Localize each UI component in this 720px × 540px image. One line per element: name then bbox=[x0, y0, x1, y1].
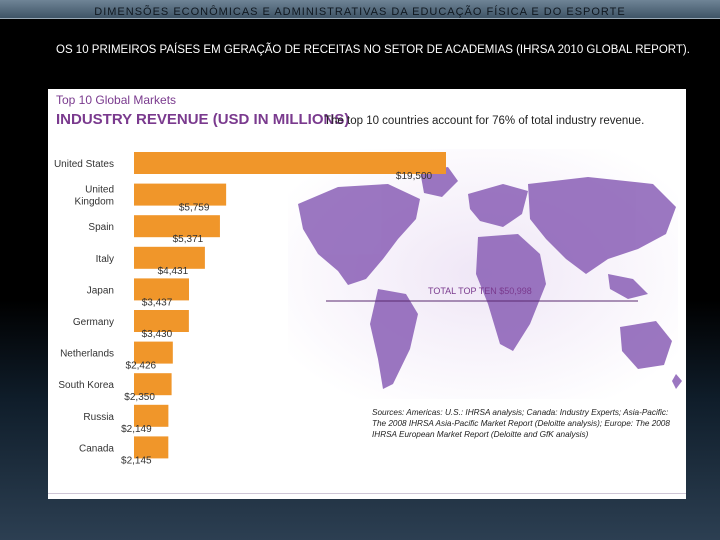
europe-shape bbox=[468, 184, 528, 227]
bar bbox=[134, 404, 169, 427]
south-america-shape bbox=[370, 289, 418, 389]
bar bbox=[134, 246, 205, 269]
slide-subtitle: OS 10 PRIMEIROS PAÍSES EM GERAÇÃO DE REC… bbox=[56, 44, 690, 56]
asia-shape bbox=[528, 177, 676, 274]
category-label: Canada bbox=[79, 443, 114, 454]
chart-note: The top 10 countries account for 76% of … bbox=[324, 115, 645, 127]
greenland-shape bbox=[420, 167, 458, 197]
australia-shape bbox=[620, 321, 672, 369]
bar bbox=[134, 152, 446, 174]
bar bbox=[134, 183, 227, 206]
category-label: Spain bbox=[88, 222, 114, 233]
africa-shape bbox=[476, 234, 546, 351]
north-america-shape bbox=[298, 184, 420, 285]
chart-title-small: Top 10 Global Markets bbox=[56, 93, 177, 107]
chart-panel: Top 10 Global Markets INDUSTRY REVENUE (… bbox=[48, 89, 686, 499]
bar-value-label: $5,371 bbox=[173, 234, 204, 245]
slide-header-title: DIMENSÕES ECONÔMICAS E ADMINISTRATIVAS D… bbox=[94, 6, 626, 18]
sources-note: Sources: Americas: U.S.: IHRSA analysis;… bbox=[372, 408, 670, 439]
bar bbox=[134, 341, 173, 364]
continents bbox=[298, 167, 682, 389]
total-label: TOTAL TOP TEN $50,998 bbox=[428, 286, 532, 296]
category-label: United Kingdom bbox=[75, 185, 114, 208]
bar bbox=[134, 310, 189, 332]
panel-bottom-divider bbox=[48, 493, 686, 494]
bar-value-label: $4,431 bbox=[158, 266, 189, 277]
bar bbox=[134, 215, 220, 238]
category-label: United States bbox=[54, 159, 114, 170]
bar bbox=[134, 278, 189, 301]
southeast-asia-shape bbox=[608, 274, 648, 299]
category-label: Netherlands bbox=[60, 349, 114, 360]
category-label: Germany bbox=[73, 317, 114, 328]
bar bbox=[134, 373, 172, 396]
new-zealand-shape bbox=[672, 374, 682, 389]
world-map-image: $19,500 United States $5,759 United Kingdom $… bbox=[54, 149, 682, 466]
category-label: Japan bbox=[87, 285, 114, 296]
bar-value-label: $5,759 bbox=[179, 203, 210, 214]
category-label: Russia bbox=[83, 412, 114, 423]
bar-chart: $19,500 United States $5,759 United Kingdom $… bbox=[54, 152, 446, 466]
chart-title: INDUSTRY REVENUE (USD IN MILLIONS) bbox=[56, 111, 350, 128]
slide-header-bar: DIMENSÕES ECONÔMICAS E ADMINISTRATIVAS D… bbox=[0, 0, 720, 19]
bar bbox=[134, 436, 169, 459]
bar-value-label: $19,500 bbox=[396, 171, 433, 182]
bar-value-label: $2,350 bbox=[124, 392, 155, 403]
bar-value-label: $2,145 bbox=[121, 455, 152, 466]
bar-value-label: $2,426 bbox=[126, 361, 157, 372]
bar-value-label: $3,430 bbox=[142, 329, 173, 340]
category-label: South Korea bbox=[58, 380, 114, 391]
category-label: Italy bbox=[96, 254, 114, 265]
bar-value-label: $3,437 bbox=[142, 297, 173, 308]
bar-value-label: $2,149 bbox=[121, 424, 152, 435]
